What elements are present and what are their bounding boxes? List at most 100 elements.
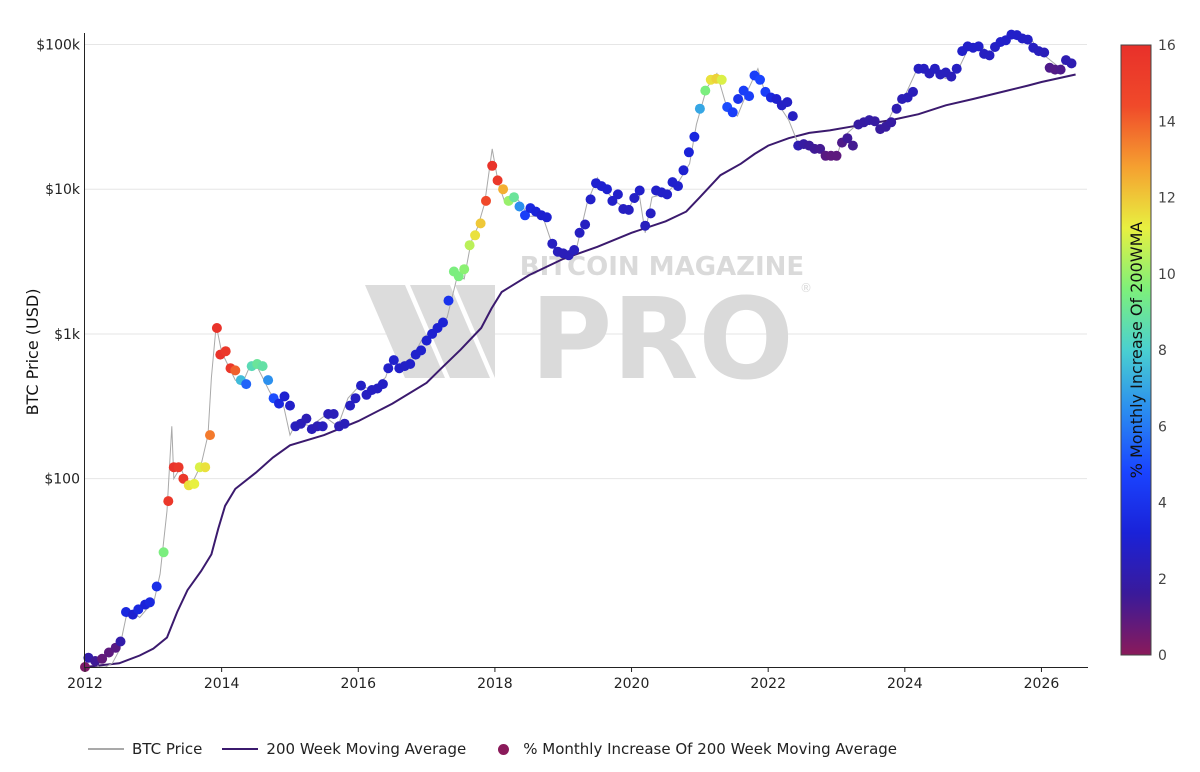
pct-point [815, 143, 826, 154]
colorbar-tick-label: 4 [1158, 496, 1167, 512]
legend-item-ma[interactable]: 200 Week Moving Average [222, 740, 466, 758]
legend-price-label: BTC Price [132, 740, 203, 758]
pct-point [574, 227, 585, 238]
pct-point [115, 636, 126, 647]
pct-point [257, 361, 268, 372]
x-tick-label: 2026 [1024, 676, 1060, 692]
gridlines [85, 43, 1087, 480]
pct-point [443, 295, 454, 306]
pct-point [683, 147, 694, 158]
pct-point [377, 379, 388, 390]
colorbar-ticks: 0 2 4 6 8 10 12 14 16 [1158, 38, 1176, 664]
pct-point [1055, 64, 1066, 75]
pct-point [908, 86, 918, 97]
y-tick-label: $100 [44, 472, 80, 488]
pct-point [541, 212, 552, 223]
pct-point [487, 160, 498, 171]
pct-point [158, 547, 169, 558]
pct-point [405, 359, 416, 369]
pct-point [205, 430, 215, 441]
pct-point [317, 421, 328, 432]
pct-point [602, 184, 612, 195]
pct-point [241, 379, 252, 390]
pct-point [612, 189, 623, 200]
pct-point [700, 85, 711, 96]
pct-point [645, 208, 656, 219]
pct-point [886, 117, 897, 128]
watermark-registered-mark: ® [800, 281, 812, 295]
colorbar-tick-label: 2 [1158, 572, 1167, 588]
x-tick-label: 2020 [614, 676, 650, 692]
pct-point [694, 103, 705, 114]
pct-point [782, 97, 793, 108]
pct-point [744, 91, 755, 102]
watermark-line2: PRO [530, 275, 794, 405]
pct-point [178, 473, 189, 484]
pct-point [220, 346, 231, 357]
pct-point [200, 462, 211, 473]
pct-point [847, 140, 858, 151]
pct-point [230, 365, 241, 376]
pct-point [345, 400, 356, 411]
pct-point [285, 400, 295, 411]
pct-point [787, 111, 798, 122]
pct-point [459, 264, 470, 275]
pct-point [547, 238, 558, 249]
pct-point [831, 150, 842, 161]
pct-point [481, 195, 491, 206]
y-tick-label: $100k [36, 37, 81, 53]
pct-point [580, 219, 591, 230]
pct-point [951, 63, 962, 74]
pct-point [733, 94, 744, 104]
pct-point [569, 245, 580, 255]
pct-point [464, 240, 475, 251]
pct-point [634, 185, 645, 196]
x-tick-label: 2012 [67, 676, 103, 692]
legend-price-swatch-icon [88, 748, 124, 750]
legend-item-price[interactable]: BTC Price [88, 740, 202, 758]
pct-point [470, 230, 481, 241]
pct-point [673, 181, 683, 192]
colorbar-tick-label: 10 [1158, 267, 1176, 283]
pct-point [388, 355, 399, 366]
pct-point [755, 74, 765, 85]
pct-point [640, 220, 651, 231]
y-axis-title: BTC Price (USD) [23, 289, 42, 416]
pct-point [279, 391, 290, 402]
colorbar-tick-label: 16 [1158, 38, 1176, 54]
pct-point [678, 165, 689, 176]
pct-point [946, 71, 957, 82]
pct-point [514, 201, 525, 212]
pct-point [263, 375, 274, 386]
colorbar-gradient [1120, 44, 1152, 656]
x-tick-label: 2022 [750, 676, 786, 692]
pct-point [727, 107, 738, 118]
pct-point [689, 131, 700, 142]
pct-point [453, 271, 464, 282]
x-tick-label: 2024 [887, 676, 923, 692]
colorbar-tick-label: 14 [1158, 114, 1176, 130]
pct-point [356, 380, 366, 391]
pct-point [151, 581, 162, 592]
pct-point [520, 210, 530, 221]
pct-point [623, 204, 634, 215]
colorbar-tick-label: 6 [1158, 419, 1167, 435]
pct-point [662, 189, 673, 200]
pct-point [492, 175, 503, 186]
pct-point [869, 116, 880, 127]
x-tick-label: 2016 [340, 676, 376, 692]
axes [84, 33, 1088, 668]
pct-point [629, 193, 640, 203]
colorbar: 0 2 4 6 8 10 12 14 16 % Monthly Increase Of 200W… [1120, 38, 1176, 664]
legend-pct-label: % Monthly Increase Of 200 Week Moving Av… [523, 740, 898, 758]
legend-item-pct[interactable]: % Monthly Increase Of 200 Week Moving Av… [486, 740, 897, 758]
pct-point [144, 597, 155, 608]
colorbar-title: % Monthly Increase Of 200WMA [1127, 222, 1146, 479]
pct-point [984, 50, 995, 61]
legend-ma-label: 200 Week Moving Average [266, 740, 467, 758]
pct-point [716, 74, 727, 85]
pct-point [475, 218, 486, 229]
pct-point [301, 413, 312, 424]
pct-point [842, 133, 853, 144]
pct-point [973, 41, 984, 52]
